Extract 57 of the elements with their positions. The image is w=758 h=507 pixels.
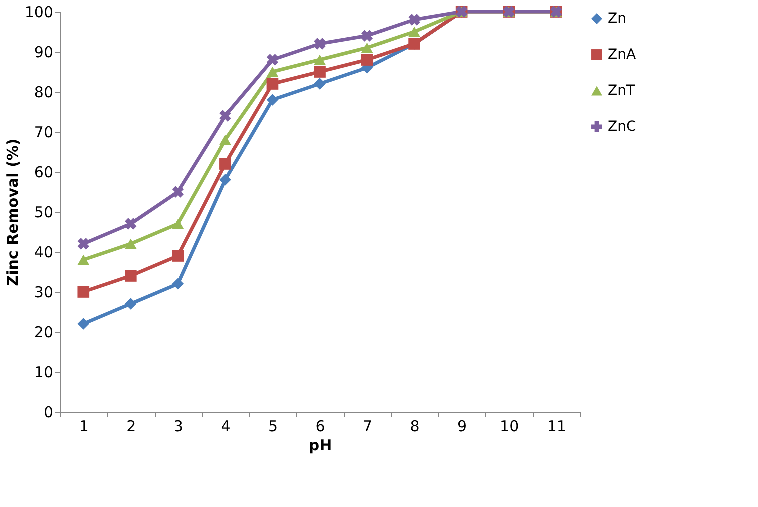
point	[172, 278, 184, 290]
x-tick-label: 9	[458, 418, 468, 436]
y-tick-label: 80	[34, 84, 54, 102]
point	[266, 66, 279, 78]
x-tick-label: 8	[410, 418, 420, 436]
x-tick-label: 6	[316, 418, 326, 436]
y-tick-label: 50	[34, 204, 54, 222]
point	[172, 218, 184, 230]
point	[266, 54, 279, 66]
y-tick-label: 60	[34, 164, 54, 182]
point	[220, 134, 232, 146]
point	[124, 298, 137, 310]
point	[78, 254, 90, 266]
point	[172, 186, 184, 198]
x-tick-label: 1	[79, 418, 89, 436]
x-tick-label: 10	[500, 418, 520, 436]
y-axis-title: Zinc Removal (%)	[4, 138, 22, 286]
x-axis-title: pH	[308, 436, 332, 454]
point	[172, 250, 184, 262]
point	[314, 38, 326, 50]
x-tick-label: 7	[363, 418, 373, 436]
point	[220, 158, 232, 170]
point	[266, 78, 279, 90]
point	[78, 238, 90, 250]
y-tick-label: 90	[34, 44, 54, 62]
point	[124, 238, 137, 250]
x-tick-label: 3	[174, 418, 184, 436]
y-tick-label: 20	[34, 324, 54, 342]
point	[78, 286, 90, 298]
y-tick-label: 70	[34, 124, 54, 142]
point	[314, 66, 326, 78]
y-tick-label: 40	[34, 244, 54, 262]
y-tick-label: 0	[44, 404, 54, 422]
x-tick-label: 2	[126, 418, 136, 436]
legend-label: Zn	[608, 11, 626, 27]
y-tick-label: 10	[34, 364, 54, 382]
point	[220, 110, 232, 122]
legend-label: ZnT	[608, 83, 636, 99]
point	[78, 318, 90, 330]
x-tick-label: 4	[221, 418, 231, 436]
point	[361, 30, 374, 42]
legend-label: ZnA	[608, 47, 636, 63]
point	[408, 26, 420, 38]
y-tick-label: 30	[34, 284, 54, 302]
point	[125, 218, 137, 230]
legend-label: ZnC	[608, 119, 636, 135]
x-tick-label: 5	[268, 418, 278, 436]
point	[124, 270, 137, 282]
point	[408, 14, 420, 26]
point	[361, 54, 374, 66]
point	[266, 94, 279, 106]
y-tick-label: 100	[24, 4, 54, 22]
point	[220, 174, 232, 186]
point	[314, 54, 326, 66]
point	[361, 42, 374, 54]
point	[314, 78, 326, 90]
x-tick-label: 11	[547, 418, 566, 436]
